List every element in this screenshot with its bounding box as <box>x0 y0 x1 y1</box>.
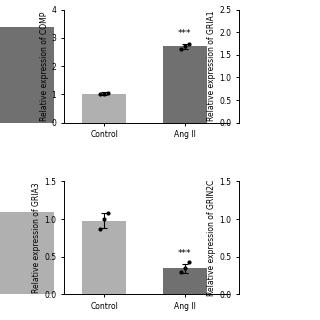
Y-axis label: Relative expression of COMP: Relative expression of COMP <box>40 12 49 121</box>
Bar <box>163 268 207 294</box>
Bar <box>0 212 54 294</box>
Bar <box>82 94 126 123</box>
Text: ***: *** <box>178 29 191 38</box>
Y-axis label: Relative expression of GRIN2C: Relative expression of GRIN2C <box>207 180 216 296</box>
Text: ***: *** <box>178 249 191 258</box>
Y-axis label: Relative expression of GRIA3: Relative expression of GRIA3 <box>32 183 42 293</box>
Bar <box>0 27 54 123</box>
Bar <box>163 46 207 123</box>
Y-axis label: Relative expression of GRIA1: Relative expression of GRIA1 <box>207 11 216 121</box>
Bar <box>82 220 126 294</box>
